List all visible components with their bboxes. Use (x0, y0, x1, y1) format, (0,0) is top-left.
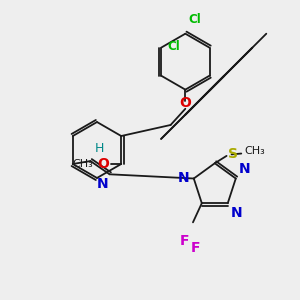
Text: Cl: Cl (167, 40, 180, 53)
Text: F: F (179, 234, 189, 248)
Text: N: N (239, 162, 250, 176)
Text: F: F (191, 242, 201, 256)
Text: H: H (94, 142, 104, 154)
Text: N: N (178, 171, 189, 185)
Text: O: O (179, 97, 191, 110)
Text: O: O (98, 157, 110, 171)
Text: N: N (97, 177, 108, 191)
Text: CH₃: CH₃ (73, 159, 93, 169)
Text: CH₃: CH₃ (244, 146, 265, 157)
Text: Cl: Cl (188, 13, 201, 26)
Text: S: S (228, 147, 238, 161)
Text: N: N (231, 206, 242, 220)
